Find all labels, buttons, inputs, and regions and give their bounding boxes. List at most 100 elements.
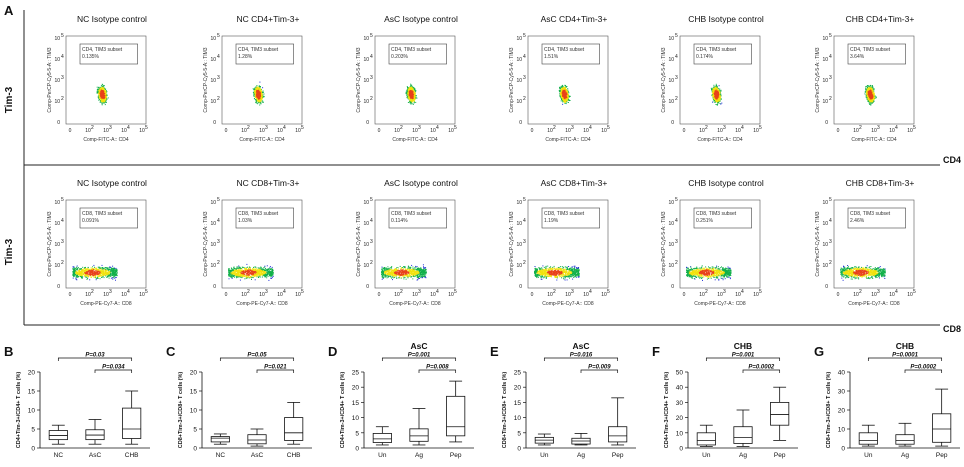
flow-event-dot (564, 89, 565, 90)
flow-event-dot (259, 98, 261, 100)
flow-x-tick-exp: 3 (109, 125, 112, 131)
flow-event-dot (410, 90, 412, 91)
flow-event-dot (414, 90, 416, 92)
flow-plot-frame (374, 35, 456, 125)
flow-event-dot (715, 89, 717, 91)
flow-event-dot (719, 97, 721, 99)
panel-label-a: A (4, 3, 14, 18)
flow-event-dot (99, 88, 101, 90)
flow-event-dot (715, 93, 717, 94)
flow-event-dot (414, 98, 416, 100)
flow-event-dot (711, 94, 713, 95)
flow-x-tick-exp: 5 (759, 125, 762, 131)
flow-event-dot (562, 92, 564, 94)
flow-event-dot (102, 99, 104, 101)
flow-event-dot (718, 92, 719, 93)
flow-x-tick: 0 (837, 128, 840, 134)
flow-event-dot (720, 89, 722, 91)
flow-event-dot (720, 93, 722, 95)
flow-event-dot (410, 94, 412, 96)
flow-event-dot (715, 90, 717, 92)
flow-event-dot (257, 88, 259, 90)
flow-gate-box (693, 43, 752, 65)
flow-event-dot (104, 87, 106, 89)
flow-event-dot (712, 87, 714, 89)
flow-event-dot (100, 91, 102, 92)
flow-event-dot (405, 93, 407, 95)
flow-event-dot (260, 97, 262, 99)
flow-event-dot (409, 90, 411, 91)
flow-event-dot (413, 94, 415, 96)
flow-y-tick: 10 (668, 99, 674, 105)
flow-x-tick: 10 (547, 128, 553, 134)
flow-event-dot (102, 92, 104, 94)
flow-event-dot (568, 92, 570, 94)
flow-event-dot (562, 103, 564, 105)
flow-y-tick-exp: 3 (370, 75, 373, 81)
flow-event-dot (716, 104, 718, 106)
flow-y-tick: 10 (363, 36, 369, 42)
flow-event-dot (871, 102, 873, 104)
flow-event-dot (716, 93, 717, 95)
flow-event-dot (104, 104, 106, 106)
flow-event-dot (866, 87, 868, 89)
flow-plot-frame (65, 35, 147, 125)
flow-event-dot (98, 94, 100, 96)
flow-event-dot (411, 88, 413, 90)
flow-event-dot (259, 88, 261, 90)
flow-event-dot (407, 92, 409, 94)
flow-event-dot (102, 97, 104, 99)
flow-event-dot (255, 88, 257, 90)
flow-event-dot (259, 100, 261, 102)
flow-event-dot (105, 92, 106, 94)
flow-event-dot (258, 92, 259, 94)
flow-event-dot (562, 92, 564, 94)
flow-event-dot (717, 101, 719, 103)
flow-event-dot (261, 95, 263, 97)
flow-event-dot (257, 94, 259, 96)
flow-event-dot (252, 88, 254, 90)
flow-event-dot (715, 101, 717, 103)
flow-event-dot (711, 95, 713, 97)
flow-event-dot (256, 102, 258, 104)
flow-event-dot (261, 95, 262, 97)
flow-event-dot (101, 86, 103, 88)
flow-event-dot (865, 87, 867, 89)
flow-event-dot (565, 86, 567, 88)
flow-gate-name: CD4, TIM3 subset (696, 47, 737, 53)
flow-event-dot (712, 95, 714, 97)
flow-event-dot (410, 83, 412, 85)
flow-y-tick: 10 (54, 36, 60, 42)
flow-x-tick-exp: 2 (705, 125, 708, 131)
flow-dots (710, 83, 723, 106)
flow-event-dot (260, 89, 262, 91)
flow-x-tick: 10 (601, 128, 607, 134)
flow-event-dot (102, 85, 104, 87)
flow-event-dot (101, 100, 103, 102)
flow-event-dot (564, 102, 566, 104)
flow-x-tick: 0 (378, 128, 381, 134)
flow-event-dot (407, 94, 409, 96)
flow-event-dot (258, 102, 260, 104)
flow-event-dot (98, 97, 100, 99)
flow-x-tick-exp: 4 (895, 125, 898, 131)
flow-event-dot (254, 87, 256, 89)
flow-x-tick: 10 (717, 128, 723, 134)
flow-event-dot (106, 95, 108, 96)
flow-event-dot (717, 89, 719, 91)
flow-event-dot (411, 90, 413, 92)
flow-event-dot (253, 95, 254, 97)
flow-x-tick-exp: 5 (145, 125, 148, 131)
flow-event-dot (411, 100, 413, 102)
flow-event-dot (257, 99, 258, 101)
flow-event-dot (719, 98, 721, 100)
flow-event-dot (408, 94, 410, 96)
flow-event-dot (255, 89, 257, 91)
flow-event-dot (99, 92, 101, 94)
flow-x-tick: 10 (430, 128, 436, 134)
flow-event-dot (718, 100, 720, 102)
flow-event-dot (409, 87, 411, 89)
flow-gate-name: CD4, TIM3 subset (82, 47, 123, 53)
flow-event-dot (412, 97, 414, 99)
